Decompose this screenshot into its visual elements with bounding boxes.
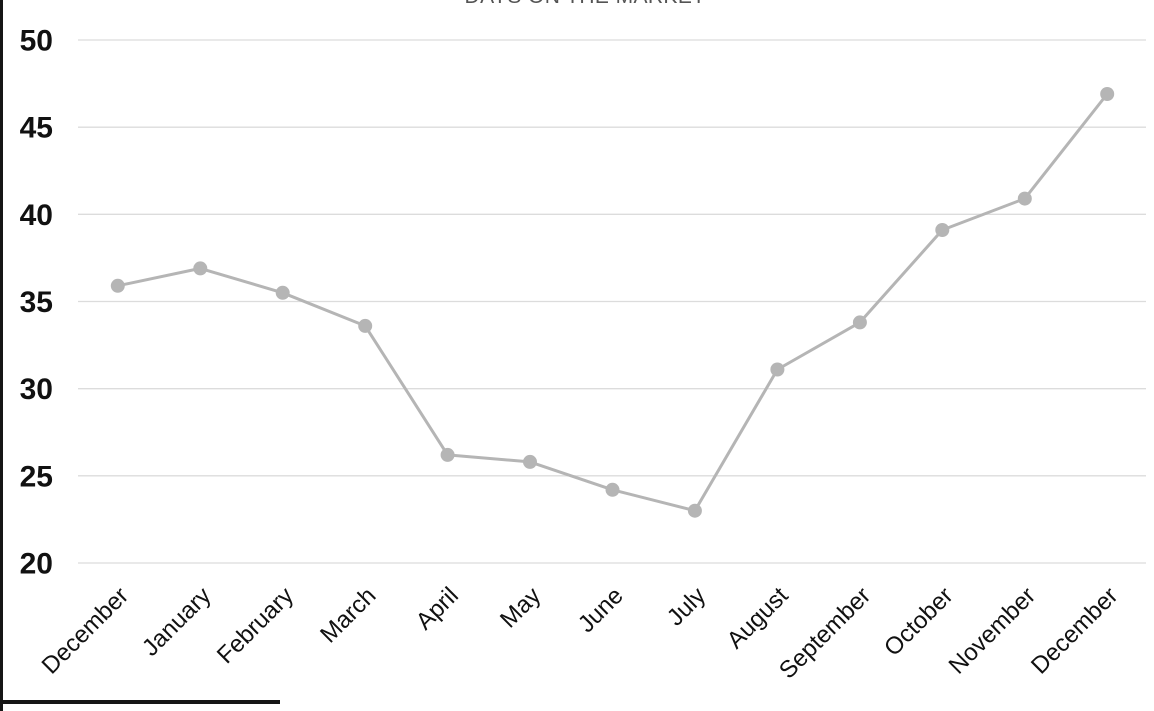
y-axis-tick-label: 20 — [20, 548, 53, 581]
series-line — [116, 92, 1109, 513]
x-axis-tick-label: March — [315, 582, 381, 648]
data-point-marker — [193, 261, 208, 276]
y-axis-tick-label: 30 — [20, 373, 53, 406]
x-axis-tick-label: August — [722, 582, 794, 654]
x-axis-tick-label: February — [212, 582, 299, 669]
chart-title: DAYS ON THE MARKET — [465, 0, 706, 9]
data-point-marker — [523, 454, 537, 469]
data-point-marker — [852, 315, 867, 330]
data-point-marker — [1017, 191, 1032, 206]
data-point-marker — [605, 482, 620, 497]
data-point-marker — [935, 223, 950, 237]
y-axis-tick-label: 25 — [20, 460, 53, 493]
y-axis-tick-label: 35 — [20, 286, 53, 319]
x-axis-tick-label: April — [411, 582, 464, 635]
frame-left-border — [0, 0, 3, 711]
data-point-marker — [358, 318, 373, 333]
x-axis-tick-label: December — [37, 582, 134, 679]
data-point-marker — [770, 362, 785, 377]
data-point-marker — [110, 278, 125, 293]
frame-bottom-border — [0, 700, 280, 704]
x-axis-tick-label: October — [879, 582, 958, 661]
x-axis-tick-label: May — [495, 582, 546, 633]
y-axis-tick-label: 40 — [20, 199, 53, 232]
data-point-marker — [440, 447, 455, 462]
data-point-marker — [687, 503, 702, 518]
y-axis-tick-label: 45 — [20, 112, 53, 145]
x-axis-tick-label: January — [137, 582, 216, 661]
x-axis-tick-label: December — [1026, 582, 1123, 679]
x-axis-tick-label: July — [662, 582, 711, 631]
x-axis-tick-label: November — [944, 582, 1041, 679]
y-axis-tick-label: 50 — [20, 25, 53, 58]
data-point-marker — [1100, 87, 1115, 101]
x-axis-tick-label: June — [573, 582, 629, 638]
data-point-marker — [275, 285, 290, 300]
